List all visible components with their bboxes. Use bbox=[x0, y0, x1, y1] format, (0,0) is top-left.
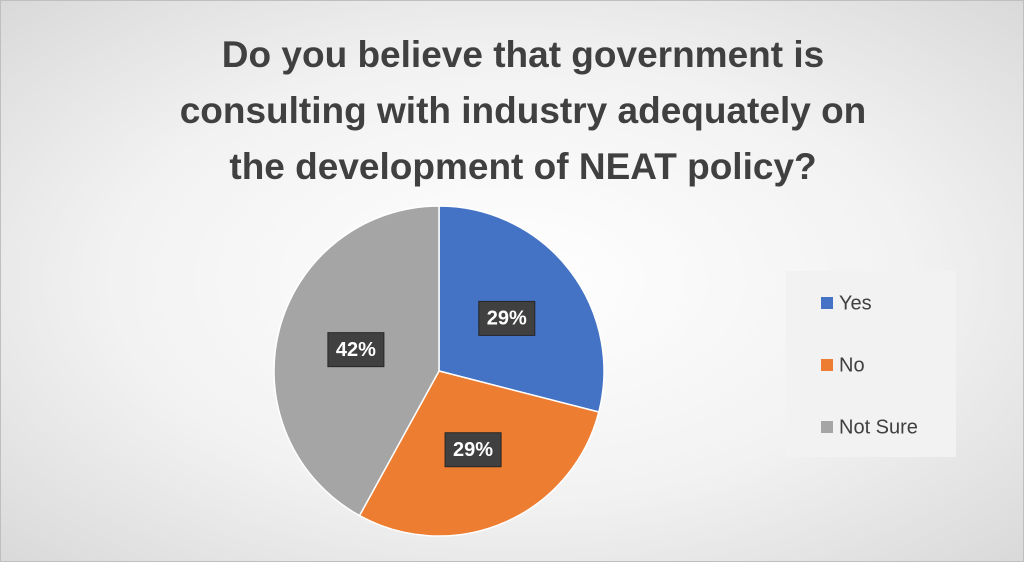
legend-swatch bbox=[821, 297, 833, 309]
data-label-box bbox=[478, 300, 536, 336]
data-label-box bbox=[327, 332, 385, 368]
legend-label: Yes bbox=[839, 292, 872, 314]
legend-label: Not Sure bbox=[839, 416, 918, 438]
data-label: 42% bbox=[336, 339, 376, 361]
legend-swatch bbox=[821, 421, 833, 433]
legend-box bbox=[786, 271, 956, 457]
legend-label: No bbox=[839, 354, 865, 376]
data-label-box bbox=[444, 432, 502, 468]
data-label: 29% bbox=[453, 439, 493, 461]
chart-title: Do you believe that government is consul… bbox=[179, 34, 867, 187]
legend-swatch bbox=[821, 359, 833, 371]
data-label: 29% bbox=[487, 308, 527, 330]
